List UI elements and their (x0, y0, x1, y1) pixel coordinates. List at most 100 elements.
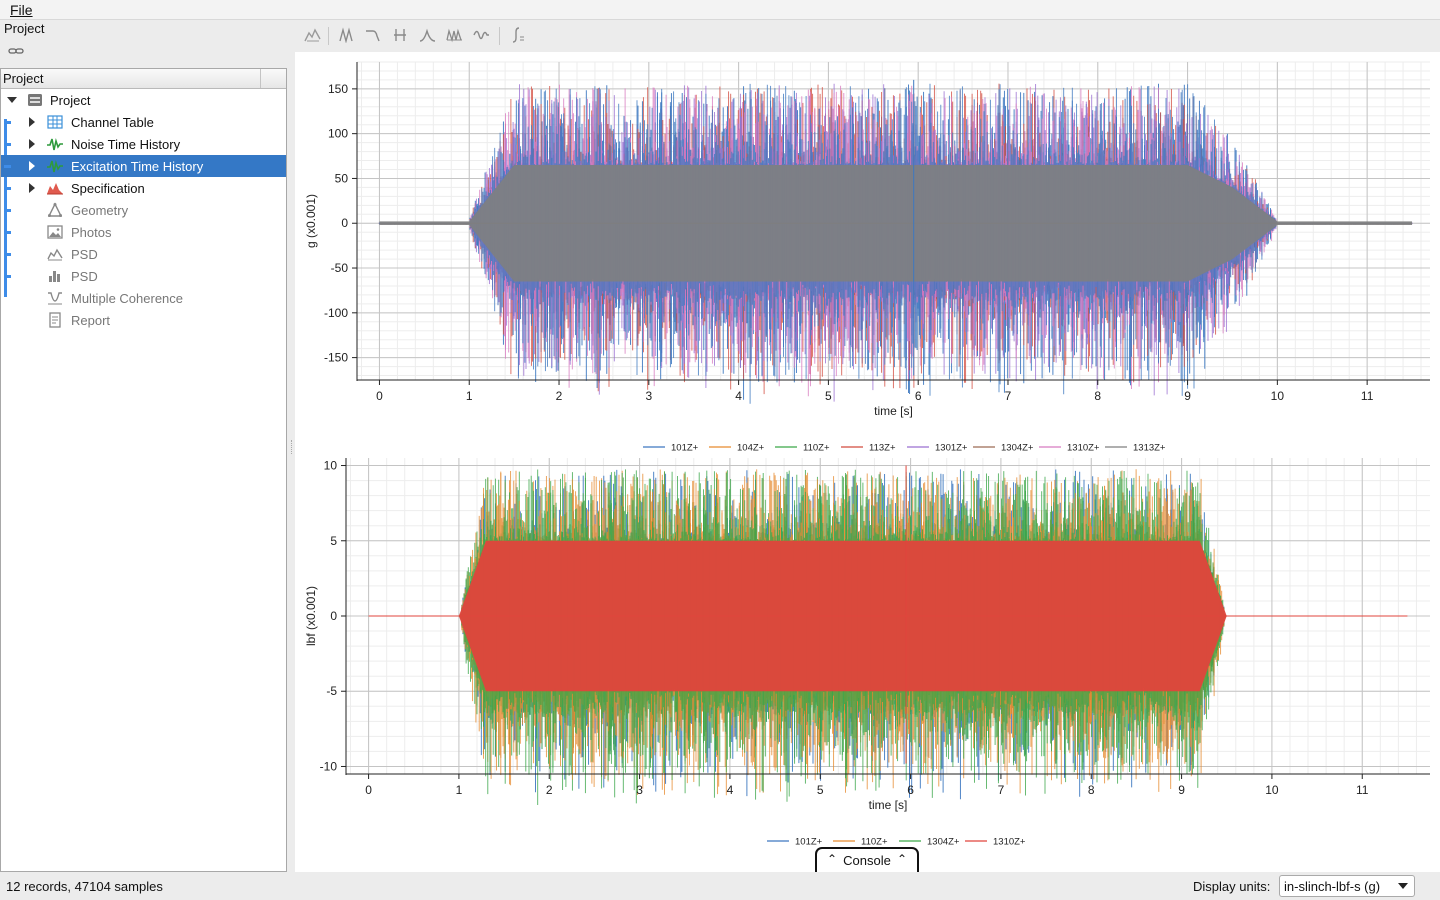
chart-1: 0 1 2 3 4 5 6 7 8 9 10 11 150 100 50 0 -50 -100 -150 time [… (304, 61, 1430, 454)
x-tick-label: 9 (1184, 389, 1191, 403)
console-toggle-button[interactable]: ⌃ Console ⌃ (815, 847, 919, 872)
chevron-right-icon[interactable] (27, 161, 37, 171)
selection-bracket (4, 119, 8, 297)
link-icon[interactable] (8, 46, 24, 56)
x-tick-label: 5 (825, 389, 832, 403)
x-tick-label: 11 (1356, 783, 1369, 797)
menu-file[interactable]: File (10, 2, 33, 18)
legend-label-1310Z+: 1310Z+ (1067, 443, 1100, 454)
notch-icon[interactable] (390, 26, 412, 46)
coherence-icon (48, 292, 62, 305)
tree-item-channel-table[interactable]: Channel Table (1, 111, 286, 133)
x-tick-label: 10 (1265, 783, 1279, 797)
display-units-value: in-slinch-lbf-s (g) (1284, 879, 1381, 894)
x-axis-title: time [s] (869, 798, 908, 812)
legend-label-1301Z+: 1301Z+ (935, 443, 968, 454)
chevron-down-icon[interactable] (7, 95, 17, 105)
table-icon (47, 115, 63, 129)
integrate-icon[interactable] (508, 26, 530, 46)
legend-label-1310Z+: 1310Z+ (993, 837, 1026, 848)
lowpass-icon[interactable] (363, 26, 385, 46)
x-tick-label: 4 (735, 389, 742, 403)
chevron-right-icon[interactable] (27, 139, 37, 149)
menu-bar: File (0, 0, 1440, 20)
display-units-select[interactable]: in-slinch-lbf-s (g) (1279, 875, 1415, 897)
tree-item-label: Channel Table (71, 115, 154, 130)
bracket-tick (4, 253, 11, 256)
tree-item-project[interactable]: Project (1, 89, 286, 111)
legend-label-101Z+: 101Z+ (795, 837, 823, 848)
tree-item-label: Noise Time History (71, 137, 181, 152)
project-tree-panel: Project Project Channel Table Noise Time … (0, 68, 287, 872)
x-tick-label: 0 (376, 389, 383, 403)
photos-icon (47, 225, 63, 239)
chevron-right-icon[interactable] (27, 183, 37, 193)
tree-item-label: Geometry (71, 203, 129, 218)
x-tick-label: 3 (636, 783, 643, 797)
y-axis-title: lbf (x0.001) (304, 586, 318, 646)
peak-icon[interactable] (417, 26, 439, 46)
chevron-up-icon: ⌃ (896, 852, 907, 866)
y-tick-label: -150 (324, 351, 348, 365)
tree-item-psd[interactable]: PSD (1, 265, 286, 287)
bracket-tick (4, 231, 11, 234)
legend-label-1304Z+: 1304Z+ (1001, 443, 1034, 454)
y-axis-title: g (x0.001) (304, 194, 318, 248)
y-tick-label: -100 (324, 306, 348, 320)
bracket-tick (4, 143, 11, 146)
bracket-tick (4, 165, 11, 168)
tree-item-label: PSD (71, 247, 98, 262)
legend: 101Z+ 104Z+ 110Z+ 113Z+ 1301Z+ 1304Z+ 1310Z+ 13… (643, 443, 1166, 454)
time-history-icon (47, 138, 63, 151)
band-filter-icon[interactable] (336, 26, 358, 46)
x-tick-label: 6 (907, 783, 914, 797)
x-tick-label: 3 (645, 389, 652, 403)
y-tick-label: 100 (328, 127, 348, 141)
report-icon (49, 312, 61, 328)
tree-item-specification[interactable]: Specification (1, 177, 286, 199)
chevron-right-icon[interactable] (27, 117, 37, 127)
tree-item-excitation-time-history[interactable]: Excitation Time History (1, 155, 286, 177)
y-tick-label: 50 (335, 171, 349, 185)
x-tick-label: 11 (1361, 389, 1374, 403)
spectrum-tool-icon[interactable] (302, 26, 324, 46)
tree-item-psd[interactable]: PSD (1, 243, 286, 265)
wavelet-icon[interactable] (471, 26, 493, 46)
y-tick-label: 5 (330, 534, 337, 548)
status-bar: 12 records, 47104 samples Display units:… (0, 872, 1440, 900)
tree-column-header[interactable]: Project (1, 69, 286, 89)
legend-label-1304Z+: 1304Z+ (927, 837, 960, 848)
splitter-handle[interactable] (291, 440, 294, 454)
tree-item-multiple-coherence[interactable]: Multiple Coherence (1, 287, 286, 309)
tree-item-geometry[interactable]: Geometry (1, 199, 286, 221)
toolbar-separator (499, 27, 500, 45)
bracket-tick (4, 275, 11, 278)
x-tick-label: 0 (365, 783, 372, 797)
y-tick-label: 150 (328, 82, 348, 96)
x-tick-label: 8 (1094, 389, 1101, 403)
tree-item-label: Excitation Time History (71, 159, 204, 174)
column-divider[interactable] (260, 69, 261, 88)
x-axis-title: time [s] (874, 404, 913, 418)
chart-2: 0 1 2 3 4 5 6 7 8 9 10 11 10 5 0 -5 -10 time [s] lbf (x0.0… (304, 458, 1430, 848)
tree-item-noise-time-history[interactable]: Noise Time History (1, 133, 286, 155)
tree-item-label: Report (71, 313, 111, 328)
tree-item-label: Photos (71, 225, 112, 240)
y-tick-label: -50 (331, 261, 349, 275)
tree-item-photos[interactable]: Photos (1, 221, 286, 243)
time-history-icon (47, 160, 63, 173)
bandpass-icon[interactable] (444, 26, 466, 46)
project-pane-title: Project (4, 21, 45, 36)
tree-item-label: PSD (71, 269, 98, 284)
y-tick-label: 0 (330, 609, 337, 623)
bracket-tick (4, 209, 11, 212)
x-tick-label: 1 (466, 389, 473, 403)
chevron-up-icon: ⌃ (827, 852, 838, 866)
display-units-label: Display units: (1193, 879, 1271, 894)
tree-item-report[interactable]: Report (1, 309, 286, 331)
toolbar-separator (328, 27, 329, 45)
y-tick-label: 0 (341, 216, 348, 230)
geometry-icon (47, 202, 63, 217)
specification-icon (47, 183, 63, 195)
